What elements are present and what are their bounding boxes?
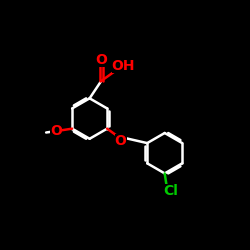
Text: OH: OH — [112, 58, 135, 72]
Text: O: O — [95, 53, 107, 67]
Text: O: O — [115, 134, 126, 147]
Text: Cl: Cl — [163, 184, 178, 198]
Text: O: O — [50, 124, 62, 138]
